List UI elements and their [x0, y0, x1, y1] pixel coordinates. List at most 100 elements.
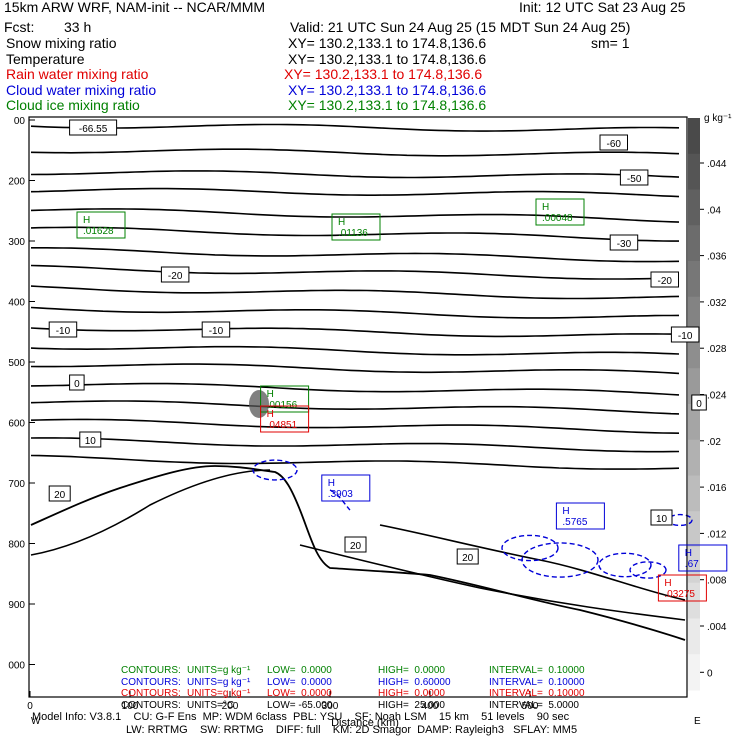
- temperature-label: 10: [85, 436, 97, 447]
- contour-info-cell: CONTOURS:: [121, 665, 181, 676]
- maximum-letter: H: [685, 548, 692, 559]
- maximum-letter: H: [338, 217, 345, 228]
- colorbar-segment: [688, 296, 700, 333]
- y-tick-label: 700: [8, 479, 25, 490]
- temperature-contour: [30, 148, 680, 157]
- temperature-label-box: [69, 374, 85, 391]
- maximum-box: [331, 213, 381, 241]
- contour-info-cell: CONTOURS:: [121, 688, 181, 699]
- x-tick-label: 100: [122, 701, 139, 712]
- temperature-label-box: [650, 271, 679, 288]
- temperature-label: -60: [607, 139, 622, 150]
- temperature-label: 0: [74, 379, 80, 390]
- colorbar-tick-label: 0: [707, 668, 713, 679]
- y-tick-label: 200: [8, 177, 25, 188]
- plot-frame: [28, 116, 688, 698]
- fcst-label: Fcst:: [4, 19, 35, 35]
- y-tick-label: 800: [8, 540, 25, 551]
- field-name: Cloud water mixing ratio: [6, 81, 157, 98]
- colorbar-unit: g kg⁻¹: [704, 113, 732, 124]
- maximum-box: [76, 211, 126, 239]
- colorbar-segment: [688, 118, 700, 155]
- colorbar-tick-label: .036: [707, 252, 727, 263]
- field-name: Temperature: [6, 50, 85, 67]
- temperature-label-box: [619, 169, 649, 186]
- field-xy: XY= 130.2,133.1 to 174.8,136.6: [288, 35, 487, 51]
- contour-info-cell: LOW= 0.0000: [267, 688, 332, 699]
- temperature-contour: [30, 170, 680, 179]
- temperature-contour: [30, 306, 680, 319]
- contour-info-cell: LOW= 0.0000: [267, 676, 332, 688]
- temperature-label-box: [599, 134, 628, 151]
- colorbar-segment: [688, 261, 700, 298]
- maximum-letter: H: [664, 578, 671, 589]
- field-name: Cloud ice mixing ratio: [6, 97, 140, 113]
- temperature-label-box: [456, 548, 479, 565]
- y-tick-label: 500: [8, 358, 25, 369]
- colorbar-tick-label: .032: [707, 298, 727, 309]
- contour-info-cell: CONTOURS:: [121, 676, 181, 688]
- temperature-label: -66.55: [79, 124, 108, 135]
- temperature-contour: [31, 247, 680, 263]
- temperature-label: -30: [617, 239, 632, 250]
- model-title: 15km ARW WRF, NAM-init -- NCAR/MMM: [4, 0, 266, 15]
- colorbar-segment: [688, 225, 700, 262]
- temperature-label-box: [79, 431, 102, 448]
- colorbar-segment: [688, 547, 700, 584]
- maximum-letter: H: [562, 506, 569, 517]
- maximum-value: .67: [685, 559, 699, 570]
- y-tick-label: 00: [14, 116, 26, 127]
- temperature-label-box: [344, 536, 367, 553]
- contour-info-cell: INTERVAL= 0.10000: [489, 688, 585, 699]
- cloud-water-contour: [501, 534, 559, 562]
- maximum-value: .3903: [328, 489, 353, 500]
- colorbar-tick-label: .012: [707, 529, 727, 540]
- temperature-label-box: [650, 509, 673, 526]
- x-axis-label: Distance (km): [331, 717, 399, 729]
- maximum-box: [260, 385, 310, 413]
- field-xy: XY= 130.2,133.1 to 174.8,136.6: [288, 81, 487, 98]
- temperature-label: 20: [462, 553, 474, 564]
- maximum-letter: H: [328, 478, 335, 489]
- temperature-label: -10: [678, 331, 693, 342]
- contour-info-cell: CONTOURS:: [121, 699, 181, 711]
- temperature-contour: [30, 382, 680, 396]
- cloud-water-contour: [329, 489, 351, 511]
- temperature-contour: [30, 363, 680, 375]
- field-extra: sm= 1: [591, 35, 630, 51]
- colorbar-segment: [688, 153, 700, 190]
- temperature-contour: [30, 345, 680, 356]
- colorbar-tick-label: .024: [707, 391, 727, 402]
- contour-info-cell: UNITS=g kg⁻¹: [187, 676, 251, 688]
- contour-info-cell: LOW= 0.0000: [267, 665, 332, 676]
- precip-shading: [249, 390, 269, 418]
- colorbar-tick-label: .044: [707, 159, 727, 170]
- contour-info-cell: UNITS=g kg⁻¹: [187, 665, 251, 676]
- valid-time: Valid: 21 UTC Sun 24 Aug 25 (15 MDT Sun …: [290, 19, 631, 35]
- contour-info-cell: HIGH= 0.0000: [378, 688, 445, 699]
- corner-east: E: [694, 716, 701, 727]
- y-tick-label: 900: [8, 600, 25, 611]
- y-tick-label: 300: [8, 237, 25, 248]
- y-tick-label: 600: [8, 419, 25, 430]
- x-tick-label: 400: [422, 701, 439, 712]
- temperature-contour: [30, 264, 680, 280]
- temperature-contour: [30, 400, 680, 415]
- cloud-water-contour: [629, 561, 667, 579]
- temperature-label-box: [69, 119, 118, 136]
- temperature-contour: [30, 226, 679, 242]
- y-tick-label: 000: [8, 661, 25, 672]
- temperature-label: 20: [350, 541, 362, 552]
- colorbar-tick-label: .016: [707, 483, 727, 494]
- temperature-contour: [30, 187, 680, 198]
- temperature-label: 10: [656, 514, 668, 525]
- temperature-label: -20: [658, 276, 673, 287]
- colorbar-tick-label: .028: [707, 344, 727, 355]
- colorbar-tick-label: .04: [707, 205, 721, 216]
- maximum-letter: H: [83, 215, 90, 226]
- colorbar-segment: [688, 654, 700, 691]
- temperature-label-box: [670, 326, 700, 343]
- colorbar-segment: [688, 511, 700, 548]
- temperature-label-box: [48, 321, 78, 338]
